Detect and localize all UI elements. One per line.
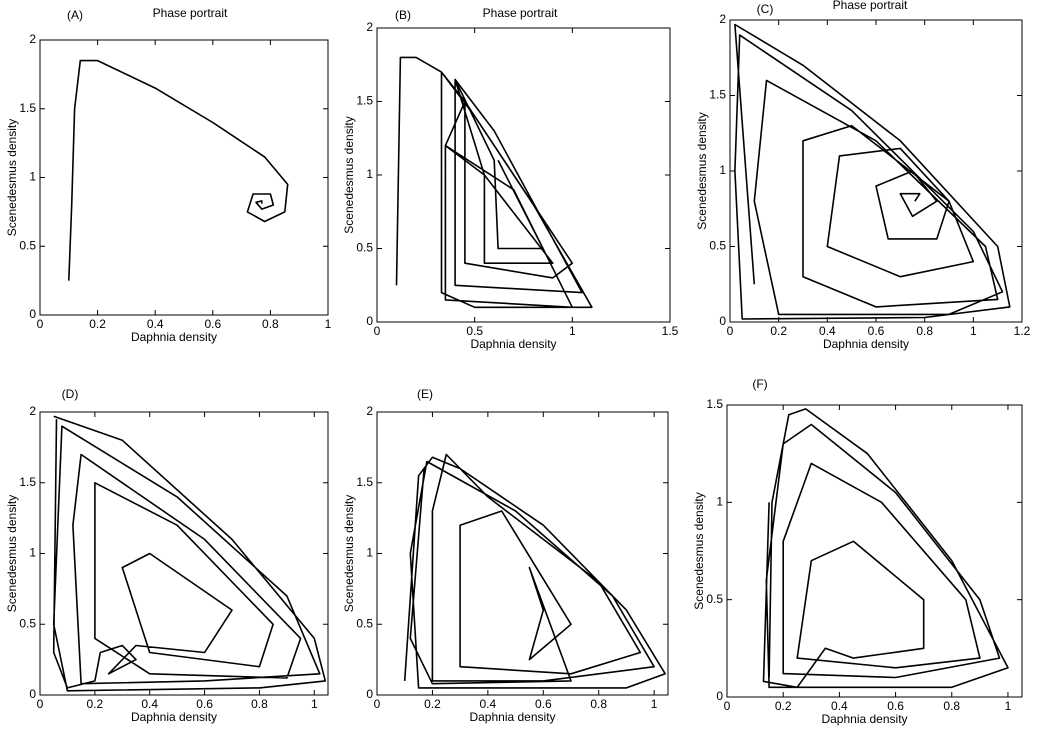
panel-label: (F) (752, 377, 767, 391)
y-tick-label: 1 (719, 163, 726, 177)
x-tick-label: 0.2 (775, 699, 792, 713)
x-tick-label: 0.6 (868, 324, 885, 338)
trajectory (762, 408, 1009, 689)
y-tick-label: 1 (366, 167, 373, 181)
y-tick-label: 1 (716, 495, 723, 509)
plot-frame (39, 411, 329, 696)
y-tick-label: 2 (366, 404, 373, 418)
trajectory (52, 415, 327, 692)
y-tick-label: 0 (366, 314, 373, 328)
x-tick-label: 0.8 (251, 697, 268, 711)
y-tick-label: 1.5 (356, 475, 373, 489)
y-tick-label: 1.5 (19, 101, 36, 115)
x-axis-label: Daphnia density (470, 337, 556, 351)
trajectory (395, 56, 593, 309)
x-tick-label: 0.8 (262, 317, 279, 331)
x-tick-label: 0.8 (943, 699, 960, 713)
plot-frame (729, 19, 1023, 323)
x-tick-label: 0.2 (87, 697, 104, 711)
x-tick-label: 1 (325, 317, 332, 331)
x-axis-label: Daphnia density (131, 710, 217, 724)
x-tick-label: 0 (374, 324, 381, 338)
y-tick-label: 0 (366, 687, 373, 701)
y-tick-label: 2 (366, 20, 373, 34)
plot-frame (726, 404, 1023, 698)
x-tick-label: 0 (37, 317, 44, 331)
panel-label: (B) (395, 8, 411, 22)
panel-title: Phase portrait (153, 6, 228, 20)
x-tick-label: 0.2 (89, 317, 106, 331)
y-axis-label: Scenedesmus density (5, 495, 19, 612)
x-tick-label: 0.4 (147, 317, 164, 331)
trajectory (68, 59, 289, 281)
panel-label: (D) (62, 387, 79, 401)
x-tick-label: 1 (1005, 699, 1012, 713)
x-tick-label: 0 (37, 697, 44, 711)
y-tick-label: 0 (719, 314, 726, 328)
y-axis-label: Scenedesmus density (695, 112, 709, 229)
plot-frame (376, 411, 669, 696)
x-tick-label: 0.2 (424, 697, 441, 711)
y-tick-label: 0.5 (19, 238, 36, 252)
x-tick-label: 0 (727, 324, 734, 338)
panel-label: (E) (417, 387, 433, 401)
x-tick-label: 1.2 (1014, 324, 1031, 338)
panel-label: (A) (67, 8, 83, 22)
plot-frame (376, 27, 671, 323)
x-tick-label: 1 (970, 324, 977, 338)
x-tick-label: 0.4 (480, 697, 497, 711)
y-tick-label: 0.5 (19, 616, 36, 630)
y-tick-label: 0.5 (356, 241, 373, 255)
x-axis-label: Daphnia density (131, 330, 217, 344)
trajectory (403, 453, 666, 689)
x-tick-label: 0.5 (466, 324, 483, 338)
plot-frame (39, 39, 329, 316)
y-tick-label: 1.5 (356, 94, 373, 108)
y-tick-label: 1 (366, 546, 373, 560)
y-axis-label: Scenedesmus density (692, 492, 706, 609)
y-tick-label: 0.5 (706, 592, 723, 606)
x-tick-label: 0.8 (590, 697, 607, 711)
x-axis-label: Daphnia density (469, 710, 555, 724)
x-tick-label: 0.6 (204, 317, 221, 331)
y-tick-label: 1 (29, 170, 36, 184)
x-tick-label: 1.5 (662, 324, 679, 338)
x-tick-label: 1 (569, 324, 576, 338)
y-tick-label: 2 (719, 12, 726, 26)
y-tick-label: 1.5 (709, 88, 726, 102)
x-axis-label: Daphnia density (821, 712, 907, 726)
x-tick-label: 0.2 (770, 324, 787, 338)
x-tick-label: 0.6 (535, 697, 552, 711)
panel-title: Phase portrait (833, 0, 908, 12)
x-tick-label: 0.8 (916, 324, 933, 338)
y-tick-label: 2 (29, 404, 36, 418)
y-tick-label: 0 (29, 687, 36, 701)
x-tick-label: 0 (724, 699, 731, 713)
x-tick-label: 0.4 (819, 324, 836, 338)
y-tick-label: 1.5 (19, 475, 36, 489)
y-tick-label: 0.5 (709, 239, 726, 253)
trajectory (734, 23, 1011, 320)
y-axis-label: Scenedesmus density (342, 116, 356, 233)
x-tick-label: 0.4 (831, 699, 848, 713)
panel-label: (C) (757, 2, 774, 16)
panel-title: Phase portrait (483, 6, 558, 20)
x-tick-label: 0.4 (141, 697, 158, 711)
y-tick-label: 0 (29, 307, 36, 321)
y-axis-label: Scenedesmus density (5, 119, 19, 236)
x-tick-label: 0 (374, 697, 381, 711)
x-tick-label: 0.6 (887, 699, 904, 713)
x-axis-label: Daphnia density (823, 337, 909, 351)
x-tick-label: 1 (651, 697, 658, 711)
y-tick-label: 0.5 (356, 616, 373, 630)
y-tick-label: 2 (29, 32, 36, 46)
x-tick-label: 1 (311, 697, 318, 711)
y-tick-label: 1 (29, 546, 36, 560)
y-axis-label: Scenedesmus density (342, 495, 356, 612)
x-tick-label: 0.6 (196, 697, 213, 711)
y-tick-label: 1.5 (706, 397, 723, 411)
y-tick-label: 0 (716, 689, 723, 703)
